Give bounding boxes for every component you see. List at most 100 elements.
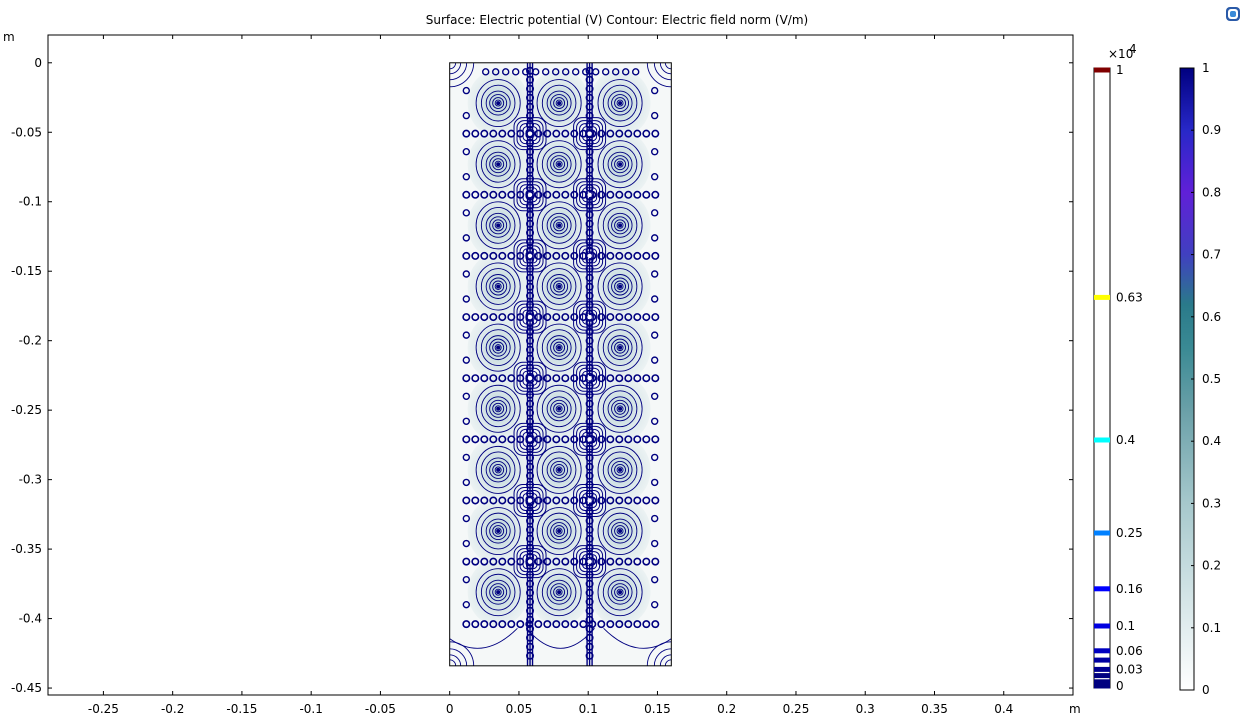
wire-node	[526, 210, 535, 219]
junction-contour	[582, 187, 598, 203]
wire-node	[526, 525, 535, 534]
wire-node	[642, 190, 651, 199]
wire-node	[606, 557, 615, 566]
contour-line	[494, 527, 502, 535]
colorbar-tick-label: 0.3	[1202, 496, 1221, 510]
x-tick-label: 0.25	[783, 702, 810, 716]
wire-node	[633, 435, 642, 444]
contour-line	[555, 160, 563, 168]
junction-contour	[516, 548, 544, 576]
contour-line	[541, 390, 577, 428]
wire-node	[526, 462, 535, 471]
wire-node	[585, 426, 594, 435]
corner-contour	[449, 62, 462, 75]
contour-line	[607, 212, 633, 238]
wire-node	[516, 620, 525, 629]
junction-contour	[516, 364, 544, 392]
wire-node	[489, 374, 498, 383]
y-tick-label: 0	[34, 56, 42, 70]
wire-node	[615, 374, 624, 383]
contour-line	[597, 262, 643, 311]
wire-node	[642, 435, 651, 444]
contour-line	[616, 466, 624, 474]
junction-contour	[585, 557, 595, 567]
wire-node	[543, 620, 552, 629]
contour-legend-multiplier: ×10	[1108, 47, 1133, 61]
contour-line	[536, 79, 582, 128]
wire-node	[579, 374, 588, 383]
wire-node	[471, 557, 480, 566]
wire-node	[525, 620, 534, 629]
contour-line	[489, 399, 508, 418]
junction-contour	[579, 184, 601, 206]
wire-node	[597, 374, 606, 383]
contour-line	[616, 344, 624, 352]
electrode-dot	[496, 162, 501, 167]
junction-contour	[525, 129, 535, 139]
contour-line	[602, 451, 638, 489]
wire-node	[585, 282, 594, 291]
edge-node	[650, 270, 659, 278]
domain	[449, 62, 672, 666]
contour-line	[536, 262, 582, 311]
wire-node	[597, 620, 606, 629]
wire-node	[602, 68, 610, 76]
wire-node	[633, 620, 642, 629]
bottom-contour	[603, 627, 672, 649]
wire-node	[632, 68, 640, 76]
wire-node	[615, 190, 624, 199]
wire-node	[597, 313, 606, 322]
x-tick-label: 0.2	[717, 702, 736, 716]
contour-level-label: 1	[1116, 63, 1124, 77]
wire-node	[471, 496, 480, 505]
wire-node	[462, 557, 471, 566]
comsol-logo-icon[interactable]	[1225, 6, 1241, 22]
contour-line	[489, 216, 508, 235]
wire-node	[570, 251, 579, 260]
contour-line	[616, 221, 624, 229]
contour-line	[492, 158, 505, 171]
contour-line	[541, 145, 577, 183]
wire-node	[585, 237, 594, 246]
electrode-dot	[557, 529, 562, 534]
wire-node	[633, 313, 642, 322]
junction-contour	[573, 545, 607, 579]
wire-node	[498, 313, 507, 322]
contour-line	[489, 460, 508, 479]
wire-node	[642, 496, 651, 505]
contour-line	[536, 140, 582, 189]
junction-contour	[513, 422, 547, 456]
contour-line	[485, 579, 511, 605]
wire-node	[480, 557, 489, 566]
contour-line	[485, 151, 511, 177]
electrode-dot	[496, 223, 501, 228]
wire-node	[534, 129, 543, 138]
contour-line	[607, 457, 633, 483]
electrode-dot	[618, 101, 623, 106]
x-tick-label: 0.3	[856, 702, 875, 716]
wire-node	[526, 453, 535, 462]
wire-node	[526, 642, 535, 651]
junction-contour	[519, 123, 541, 145]
junction-contour	[579, 367, 601, 389]
edge-node	[462, 331, 471, 339]
junction-contour	[585, 373, 595, 383]
contour-line	[541, 573, 577, 611]
contour-line	[614, 280, 627, 293]
wire-node	[552, 620, 561, 629]
y-unit-label: m	[3, 30, 15, 44]
wire-node	[642, 313, 651, 322]
wire-node	[471, 435, 480, 444]
wire-node	[471, 620, 480, 629]
wire-node	[526, 291, 535, 300]
contour-line	[611, 216, 630, 235]
wire-node	[585, 534, 594, 543]
x-tick-label: 0.4	[994, 702, 1013, 716]
contour-line	[489, 338, 508, 357]
wire-node	[585, 651, 594, 660]
wire-node	[498, 435, 507, 444]
contour-level-label: 0.4	[1116, 433, 1135, 447]
wire-node	[526, 120, 535, 129]
contour-line	[480, 84, 516, 122]
